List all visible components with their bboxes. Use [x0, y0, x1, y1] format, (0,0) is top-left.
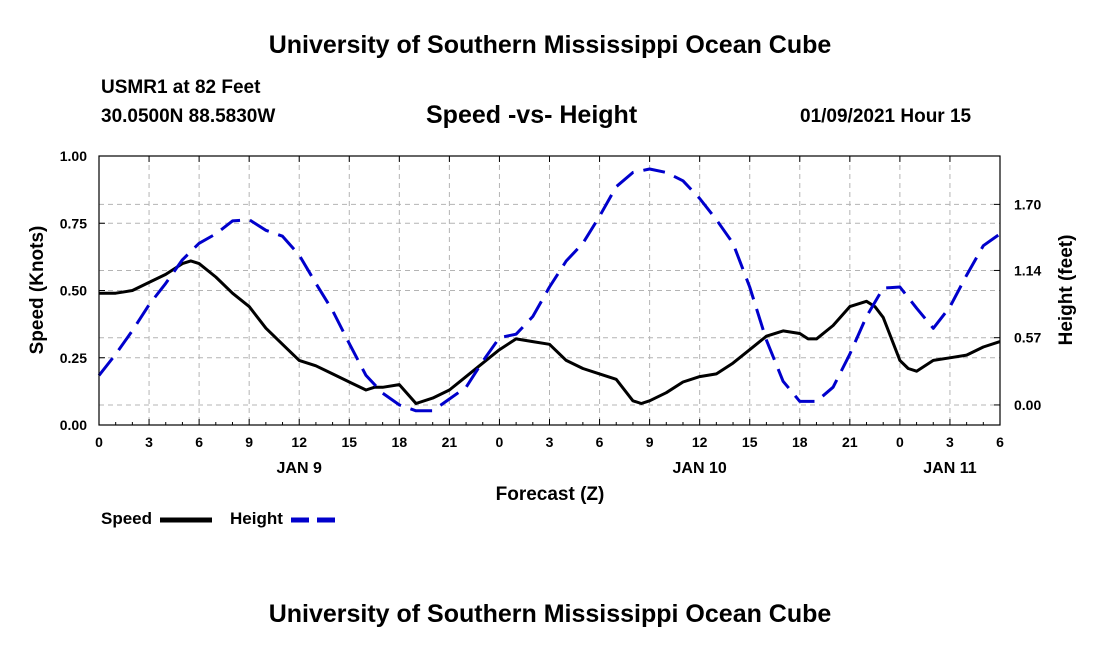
- y-tick-label-left: 1.00: [60, 148, 87, 164]
- x-tick-label: 9: [245, 434, 253, 450]
- y-axis-right-label: Height (feet): [1056, 235, 1077, 346]
- y-tick-label-right: 1.14: [1014, 262, 1041, 278]
- station-name: USMR1 at 82 Feet: [101, 77, 261, 98]
- y-tick-label-left: 0.25: [60, 350, 87, 366]
- y-tick-label-left: 0.75: [60, 215, 87, 231]
- legend: Speed Height: [101, 509, 342, 528]
- x-tick-label: 3: [546, 434, 554, 450]
- x-tick-label: 3: [946, 434, 954, 450]
- legend-label-height: Height: [230, 509, 283, 528]
- x-tick-label: 6: [996, 434, 1004, 450]
- x-date-label: JAN 11: [923, 460, 976, 477]
- x-tick-label: 6: [596, 434, 604, 450]
- x-tick-label: 0: [896, 434, 904, 450]
- x-date-label: JAN 10: [673, 460, 727, 477]
- x-tick-label: 21: [842, 434, 858, 450]
- y-tick-label-left: 0.50: [60, 283, 87, 299]
- x-tick-label: 9: [646, 434, 654, 450]
- station-coordinates: 30.0500N 88.5830W: [101, 106, 276, 127]
- series-line-speed: [99, 259, 1001, 405]
- x-tick-label: 0: [496, 434, 504, 450]
- y-tick-label-right: 0.57: [1014, 330, 1041, 346]
- y-tick-label-right: 0.00: [1014, 397, 1041, 413]
- y-axis-left-label: Speed (Knots): [27, 226, 48, 355]
- y-tick-label-left: 0.00: [60, 417, 87, 433]
- chart-subtitle: Speed -vs- Height: [426, 101, 638, 129]
- x-tick-label: 6: [195, 434, 203, 450]
- x-tick-label: 21: [442, 434, 458, 450]
- x-axis-label: Forecast (Z): [496, 484, 605, 505]
- x-tick-label: 3: [145, 434, 153, 450]
- series-lines: [97, 167, 1001, 413]
- axes: 0 3 6 9 12 15 18 21 0 3 6 9 12 15 18 21 0 3 6 JAN 9 JAN 10 JA…: [60, 148, 1042, 477]
- x-tick-label: 12: [692, 434, 708, 450]
- footer-title: University of Southern Mississippi Ocean…: [268, 600, 832, 628]
- grid: [99, 156, 1000, 425]
- x-tick-label: 18: [792, 434, 808, 450]
- x-tick-label: 12: [291, 434, 307, 450]
- series-line-height: [97, 167, 1001, 413]
- chart-title: University of Southern Mississippi Ocean…: [268, 31, 832, 59]
- x-date-label: JAN 9: [277, 460, 322, 477]
- forecast-time: 01/09/2021 Hour 15: [800, 106, 972, 127]
- x-tick-label: 18: [392, 434, 408, 450]
- x-tick-label: 0: [95, 434, 103, 450]
- x-tick-label: 15: [742, 434, 758, 450]
- x-tick-label: 15: [341, 434, 357, 450]
- legend-label-speed: Speed: [101, 509, 152, 528]
- y-tick-label-right: 1.70: [1014, 196, 1041, 212]
